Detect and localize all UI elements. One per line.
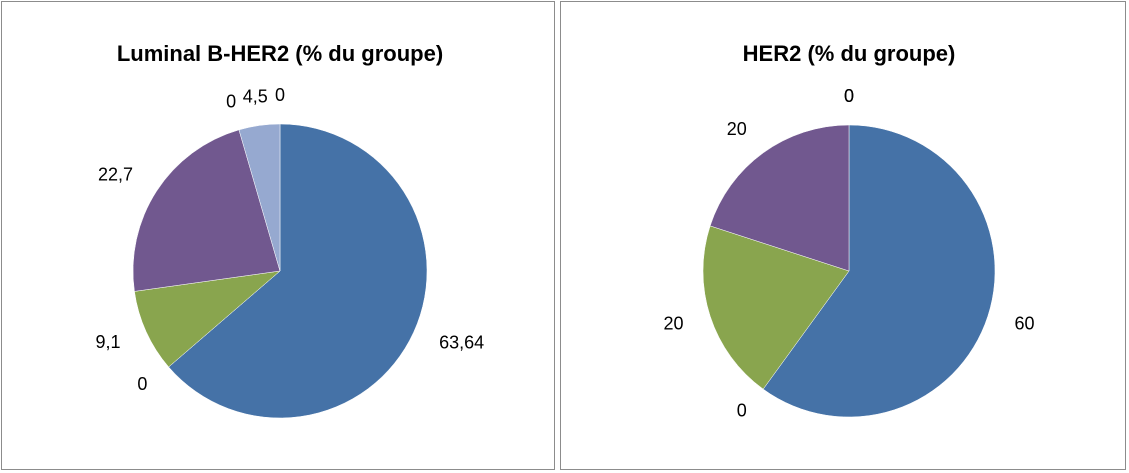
chart-title: HER2 (% du groupe) <box>743 41 956 66</box>
data-label: 0 <box>844 86 854 106</box>
data-label: 0 <box>226 92 236 112</box>
data-label: 60 <box>1014 314 1034 334</box>
data-label: 9,1 <box>96 332 121 352</box>
data-label: 20 <box>663 314 683 334</box>
pie-slice <box>134 270 281 368</box>
pie-slice <box>238 123 281 272</box>
data-label: 0 <box>137 374 147 394</box>
data-label: 0 <box>275 85 285 105</box>
data-label: 22,7 <box>98 165 133 185</box>
data-label: 63,64 <box>439 333 484 353</box>
pie-slice <box>702 225 850 390</box>
chart-title: Luminal B-HER2 (% du groupe) <box>117 41 443 66</box>
pie-slice <box>132 129 281 292</box>
data-label: 4,5 <box>243 86 268 106</box>
data-label: 0 <box>737 401 747 421</box>
pie-slice <box>709 124 850 272</box>
data-label: 0 <box>844 86 854 106</box>
data-label: 20 <box>727 119 747 139</box>
pie-slice <box>762 124 996 418</box>
pie-slice <box>168 123 428 419</box>
